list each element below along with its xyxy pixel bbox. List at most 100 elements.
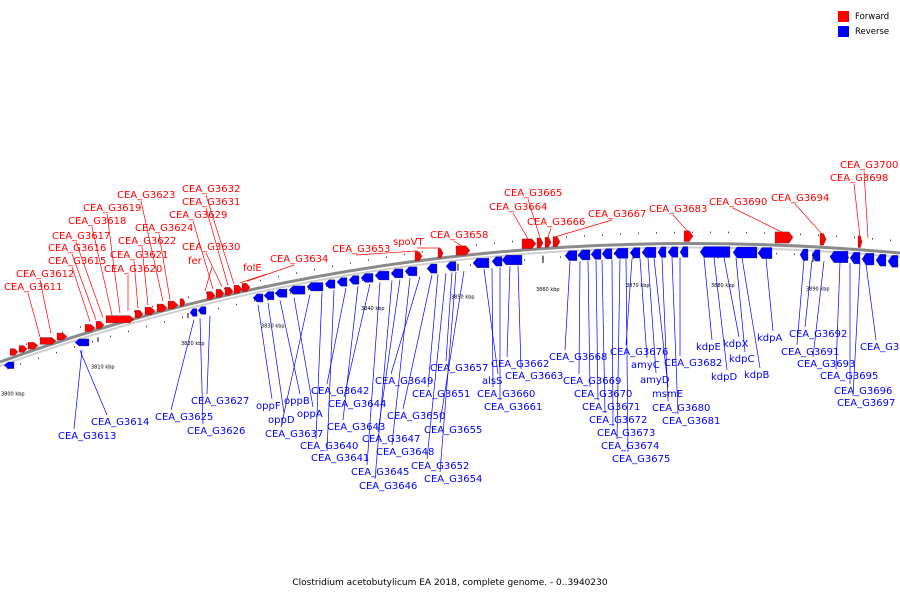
reverse-gene-arrow	[445, 261, 457, 272]
reverse-gene-arrow	[360, 273, 374, 283]
forward-gene-arrow	[224, 287, 234, 296]
reverse-gene-label: kdpE	[696, 342, 721, 353]
minor-tick	[278, 275, 279, 278]
reverse-gene-arrow	[861, 253, 875, 266]
reverse-gene-label: CEA_G3640	[300, 441, 358, 452]
reverse-leader-line	[671, 257, 679, 415]
minor-tick	[224, 287, 225, 290]
reverse-gene-arrow	[799, 248, 809, 261]
minor-tick	[326, 285, 327, 287]
reverse-leader-line	[804, 260, 813, 328]
forward-gene-arrow	[215, 289, 225, 298]
reverse-gene-arrow	[501, 255, 523, 265]
reverse-gene-label: kdpA	[757, 333, 782, 344]
reverse-leader-line	[267, 302, 285, 414]
reverse-gene-label: CEA_G3663	[505, 371, 563, 382]
reverse-gene-label: CEA_G3696	[834, 386, 892, 397]
reverse-gene-arrow	[849, 252, 861, 265]
forward-gene-label: CEA_G3611	[4, 282, 62, 293]
reverse-gene-label: CEA_G3647	[362, 434, 420, 445]
minor-tick	[362, 279, 363, 281]
reverse-leader-line	[616, 259, 621, 440]
gene-features	[3, 230, 899, 369]
reverse-gene-label: CEA_G3680	[652, 403, 710, 414]
forward-gene-label: CEA_G3616	[48, 243, 106, 254]
reverse-leader-line	[326, 290, 335, 452]
reverse-leader-line	[374, 280, 393, 480]
reverse-leader-line	[578, 261, 581, 375]
reverse-leader-line	[427, 274, 439, 388]
reverse-leader-line	[723, 257, 740, 338]
minor-tick	[20, 363, 21, 365]
forward-leader-line	[91, 226, 113, 316]
forward-leader-line	[355, 250, 419, 256]
reverse-leader-line	[402, 274, 433, 410]
forward-gene-label: CEA_G3666	[527, 217, 585, 228]
reverse-gene-label: CEA_G3675	[612, 454, 670, 465]
forward-gene-arrow	[134, 310, 144, 318]
reverse-leader-line	[865, 263, 877, 341]
reverse-leader-line	[79, 350, 108, 416]
reverse-gene-label: CEA_G3682	[664, 358, 722, 369]
reverse-gene-arrow	[577, 249, 591, 261]
reverse-leader-line	[491, 268, 494, 388]
gene-labels: CEA_G3611CEA_G3612CEA_G3615CEA_G3616CEA_…	[4, 160, 900, 492]
forward-gene-label: CEA_G3690	[709, 197, 767, 208]
forward-gene-label: CEA_G3653	[332, 244, 390, 255]
reverse-gene-arrow	[426, 263, 438, 274]
minor-tick	[560, 256, 561, 258]
reverse-gene-arrow	[641, 247, 657, 258]
minor-tick	[62, 331, 63, 334]
reverse-gene-arrow	[887, 255, 899, 268]
reverse-gene-arrow	[274, 288, 288, 298]
reverse-gene-label: CEA_G3669	[563, 376, 621, 387]
reverse-leader-line	[506, 266, 511, 358]
forward-gene-label: CEA_G3631	[182, 197, 240, 208]
forward-leader-line	[672, 214, 689, 232]
forward-gene-label: CEA_G3700	[840, 160, 898, 171]
reverse-gene-label: CEA_G3613	[58, 431, 116, 442]
minor-tick	[110, 335, 111, 338]
reverse-leader-line	[426, 273, 447, 460]
reverse-leader-line	[439, 271, 465, 424]
forward-gene-arrow	[105, 315, 135, 324]
reverse-gene-label: CEA_G3661	[484, 402, 542, 413]
legend: Forward Reverse	[838, 9, 889, 39]
forward-gene-label: CEA_G3617	[52, 231, 110, 242]
minor-tick	[146, 325, 147, 328]
minor-tick	[422, 251, 423, 253]
minor-tick	[296, 272, 297, 274]
forward-leader-line	[27, 292, 41, 337]
ruler-tick-label: 3890 kbp	[806, 287, 830, 293]
forward-leader-line	[732, 207, 785, 234]
minor-tick	[308, 288, 309, 291]
reverse-leader-line	[625, 258, 629, 453]
minor-tick	[386, 256, 387, 258]
forward-gene-arrow	[156, 303, 168, 312]
reverse-gene-label: oppD	[268, 415, 295, 426]
forward-leader-line	[239, 273, 268, 284]
forward-leader-line	[141, 246, 149, 306]
reverse-gene-arrow	[263, 291, 275, 300]
reverse-gene-label: CEA_G3662	[491, 359, 549, 370]
minor-tick	[674, 231, 675, 234]
reverse-leader-line	[517, 265, 522, 370]
ruler-tick-label: 3860 kbp	[536, 287, 560, 293]
forward-gene-label: CEA_G3667	[588, 209, 646, 220]
forward-leader-line	[555, 219, 613, 237]
reverse-gene-label: CEA_G3676	[610, 347, 668, 358]
forward-leader-line	[133, 260, 139, 309]
reverse-leader-line	[852, 263, 861, 397]
reverse-gene-label: CEA_G3672	[589, 415, 647, 426]
minor-tick	[26, 343, 27, 345]
ruler-tick-label: 3880 kbp	[711, 283, 735, 289]
reverse-gene-label: CEA_G3641	[311, 453, 369, 464]
minor-tick	[368, 259, 369, 261]
reverse-gene-arrow	[491, 256, 503, 267]
forward-leader-line	[547, 227, 552, 238]
forward-gene-arrow	[27, 342, 39, 350]
reverse-leader-line	[647, 258, 657, 374]
reverse-gene-arrow	[288, 285, 306, 295]
reverse-leader-line	[595, 260, 599, 401]
reverse-gene-arrow	[189, 308, 198, 317]
